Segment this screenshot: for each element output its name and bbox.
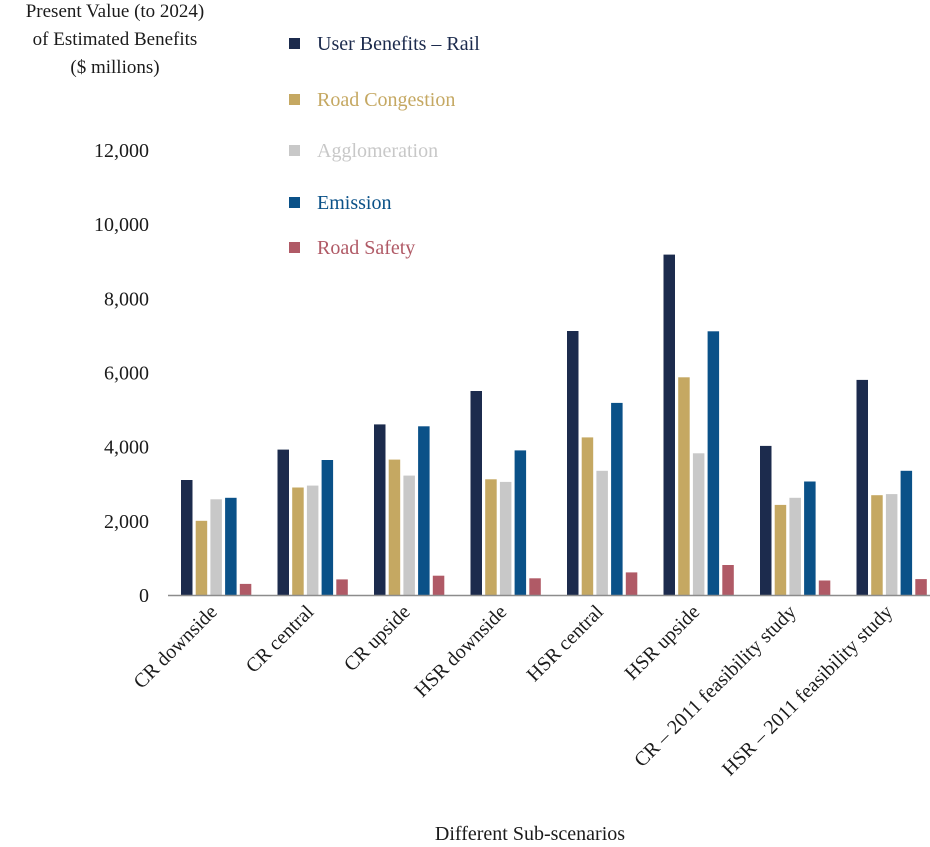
legend-swatch [289, 94, 300, 105]
legend-swatch [289, 145, 300, 156]
legend-swatch [289, 197, 300, 208]
bar [789, 497, 801, 595]
legend-label: Agglomeration [317, 140, 438, 162]
legend-label: User Benefits – Rail [317, 33, 480, 55]
bar [885, 494, 898, 595]
bar [871, 495, 883, 595]
bar [181, 480, 193, 595]
bar [210, 499, 222, 595]
bar [374, 424, 386, 595]
bar [403, 475, 415, 595]
bar [292, 487, 304, 595]
bar [336, 579, 348, 595]
category-label: CR – 2011 feasibility study [630, 601, 801, 772]
bar [388, 459, 401, 595]
y-axis-title-line-2: of Estimated Benefits [33, 29, 198, 50]
bar [625, 572, 638, 595]
y-tick-label: 12,000 [94, 140, 149, 162]
category-label: HSR central [523, 601, 608, 686]
y-axis-ticks: 0 2,000 4,000 6,000 8,000 10,000 12,000 [94, 140, 149, 607]
category-label: HSR upside [621, 601, 705, 685]
legend-swatch [289, 242, 300, 253]
bar [692, 453, 705, 595]
bar [418, 426, 430, 595]
category-label: CR upside [340, 601, 415, 676]
y-axis-title-line-3: ($ millions) [70, 57, 159, 78]
bar [611, 402, 623, 595]
bar [596, 470, 608, 595]
y-tick-label: 8,000 [104, 288, 149, 310]
bar [678, 377, 690, 595]
bar [804, 481, 816, 595]
category-label: CR downside [130, 601, 222, 693]
legend-label: Emission [317, 192, 391, 214]
category-label: HSR – 2011 feasibility study [718, 601, 897, 780]
bar [485, 479, 497, 595]
bar [567, 331, 579, 595]
bar [239, 583, 252, 595]
bar [529, 578, 541, 595]
bar [321, 460, 334, 595]
bars [181, 254, 927, 595]
legend: User Benefits – Rail Road Congestion Agglo… [289, 33, 480, 259]
legend-swatch [289, 38, 300, 49]
bar [514, 450, 527, 595]
bar [663, 254, 675, 595]
bar [760, 445, 772, 595]
y-tick-label: 10,000 [94, 214, 149, 236]
bar [581, 437, 594, 595]
legend-label: Road Safety [317, 237, 415, 259]
y-axis-title: Present Value (to 2024) of Estimated Ben… [26, 1, 205, 78]
bar [195, 520, 208, 595]
bar [774, 504, 787, 595]
bar [707, 331, 720, 595]
y-tick-label: 2,000 [104, 511, 149, 533]
bar [306, 485, 319, 595]
bar [915, 579, 927, 595]
x-axis-title: Different Sub-scenarios [435, 823, 625, 845]
bar [722, 565, 734, 595]
bar [856, 379, 868, 595]
bar [432, 575, 445, 595]
legend-label: Road Congestion [317, 89, 455, 111]
bar [818, 580, 831, 595]
y-axis-title-line-1: Present Value (to 2024) [26, 1, 205, 22]
category-label: HSR downside [410, 601, 511, 702]
bar [470, 391, 482, 595]
bar [900, 470, 913, 595]
y-tick-label: 0 [139, 585, 149, 607]
y-tick-label: 6,000 [104, 363, 149, 385]
bar [277, 449, 289, 595]
y-tick-label: 4,000 [104, 437, 149, 459]
category-label: CR central [242, 601, 319, 678]
bar [225, 497, 237, 595]
bar [499, 481, 512, 595]
